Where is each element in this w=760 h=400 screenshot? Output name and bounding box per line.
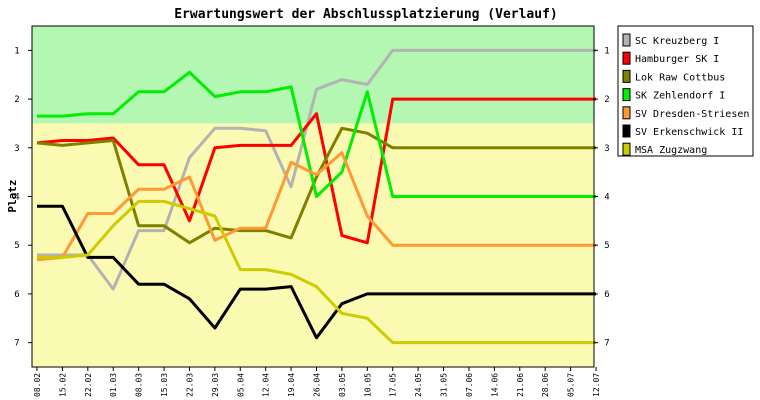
- x-tick-label: 12.07: [592, 373, 601, 397]
- y-tick-left-label: 6: [14, 290, 19, 300]
- y-tick-right-label: 4: [604, 193, 609, 203]
- legend-entry: SC Kreuzberg I: [635, 36, 719, 47]
- chart-title: Erwartungswert der Abschlussplatzierung …: [174, 7, 558, 22]
- y-tick-right-label: 2: [604, 95, 609, 105]
- legend-entry: SV Dresden-Striesen: [635, 109, 749, 120]
- legend-entry: Hamburger SK I: [635, 54, 719, 65]
- x-tick-label: 19.04: [287, 373, 296, 397]
- series-line-0: [37, 48, 596, 291]
- x-tick-label: 05.04: [236, 373, 245, 397]
- x-tick-label: 15.03: [160, 373, 169, 397]
- x-axis: 08.02 15.02 22.02 01.03 08.03 15.03 22.03 29.03…: [33, 367, 601, 397]
- x-tick-label: 03.05: [338, 373, 347, 397]
- y-axis-label: Platz: [6, 179, 19, 212]
- series-line-3: [37, 70, 596, 198]
- legend-entry: Lok Raw Cottbus: [635, 72, 725, 83]
- x-tick-label: 01.03: [109, 373, 118, 397]
- x-tick-label: 15.02: [58, 373, 67, 397]
- y-tick-right-label: 1: [604, 46, 609, 56]
- series-line-6: [37, 199, 596, 345]
- y-tick-right-label: 7: [604, 339, 609, 349]
- legend-swatch: [622, 69, 631, 83]
- x-tick-label: 22.03: [185, 373, 194, 397]
- x-tick-label: 08.02: [33, 373, 42, 397]
- x-tick-label: 08.03: [135, 373, 144, 397]
- y-tick-left-label: 7: [14, 339, 19, 349]
- legend-swatch: [622, 51, 631, 65]
- x-tick-label: 24.05: [414, 373, 423, 397]
- x-tick-label: 17.05: [389, 373, 398, 397]
- y-tick-left-label: 3: [14, 144, 19, 154]
- legend-swatch: [622, 33, 631, 47]
- x-tick-label: 31.05: [440, 373, 449, 397]
- legend-box: [617, 25, 754, 157]
- y-tick-right-label: 3: [604, 144, 609, 154]
- legend-entry: SV Erkenschwick II: [635, 127, 743, 138]
- y-tick-right-label: 5: [604, 241, 609, 251]
- x-tick-label: 12.04: [262, 373, 271, 397]
- x-tick-label: 14.06: [490, 373, 499, 397]
- legend: SC Kreuzberg I Hamburger SK I Lok Raw Cott…: [617, 25, 754, 157]
- x-tick-label: 26.04: [313, 373, 322, 397]
- band-0: [32, 26, 594, 124]
- x-tick-label: 28.06: [541, 373, 550, 397]
- y-tick-left-label: 5: [14, 241, 19, 251]
- x-tick-label: 29.03: [211, 373, 220, 397]
- y-axis-right: 1 2 3 4 5 6 7: [594, 46, 610, 349]
- series-line-1: [36, 97, 596, 245]
- y-axis-left: 1 2 3 4 5 6 7: [14, 46, 32, 349]
- y-tick-left-label: 2: [14, 95, 19, 105]
- legend-swatch: [622, 88, 631, 102]
- y-tick-left-label: 4: [14, 193, 19, 203]
- legend-swatch: [622, 124, 631, 138]
- series-line-4: [36, 151, 596, 262]
- legend-swatch: [622, 106, 631, 120]
- x-tick-label: 05.07: [567, 373, 576, 397]
- y-tick-right-label: 6: [604, 290, 609, 300]
- legend-entry: SK Zehlendorf I: [635, 91, 725, 102]
- y-tick-left-label: 1: [14, 46, 19, 56]
- series-lines: [36, 48, 596, 345]
- x-tick-label: 21.06: [516, 373, 525, 397]
- x-tick-label: 07.06: [465, 373, 474, 397]
- series-line-5: [37, 204, 596, 340]
- legend-swatch: [622, 142, 631, 156]
- x-tick-label: 10.05: [363, 373, 372, 397]
- x-tick-label: 22.02: [84, 373, 93, 397]
- legend-entry: MSA Zugzwang: [635, 145, 707, 156]
